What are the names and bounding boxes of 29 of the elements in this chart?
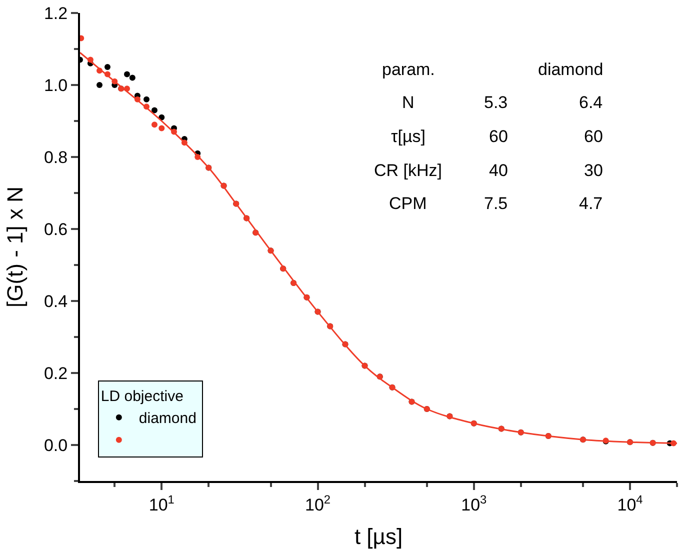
y-tick-label: 0.4 bbox=[44, 292, 68, 311]
y-tick-label: 0.2 bbox=[44, 364, 68, 383]
annotation: 40 bbox=[489, 161, 508, 180]
annotation: CR [kHz] bbox=[374, 161, 442, 180]
annotation: 60 bbox=[489, 127, 508, 146]
annotation: 6.4 bbox=[579, 93, 603, 112]
annotation: 4.7 bbox=[579, 194, 603, 213]
y-axis-title: [G(t) - 1] x N bbox=[2, 186, 28, 308]
x-tick-label: 10$^{1}$ bbox=[148, 492, 175, 514]
legend-label: diamond bbox=[138, 410, 196, 428]
annotation: τ[µs] bbox=[391, 127, 426, 146]
annotation: N bbox=[402, 93, 414, 112]
annotation: 7.5 bbox=[484, 194, 508, 213]
y-tick-label: 1.0 bbox=[44, 76, 68, 95]
x-tick-label: 10$^{4}$ bbox=[617, 492, 644, 514]
x-tick-label: 10$^{3}$ bbox=[461, 492, 488, 514]
annotation: diamond bbox=[538, 60, 604, 79]
y-tick-label: 0.6 bbox=[44, 220, 68, 239]
y-tick-label: 0.8 bbox=[44, 148, 68, 167]
annotation: CPM bbox=[389, 194, 427, 213]
annotation: 5.3 bbox=[484, 93, 508, 112]
annotation: 30 bbox=[584, 161, 603, 180]
y-tick-label: 0.0 bbox=[44, 436, 68, 455]
annotation: param. bbox=[382, 60, 435, 79]
x-axis-title: t [µs] bbox=[354, 524, 403, 549]
annotation: 60 bbox=[584, 127, 603, 146]
legend-title: LD objective bbox=[100, 388, 184, 406]
x-tick-label: 10$^{2}$ bbox=[304, 492, 331, 514]
y-tick-label: 1.2 bbox=[44, 4, 68, 23]
